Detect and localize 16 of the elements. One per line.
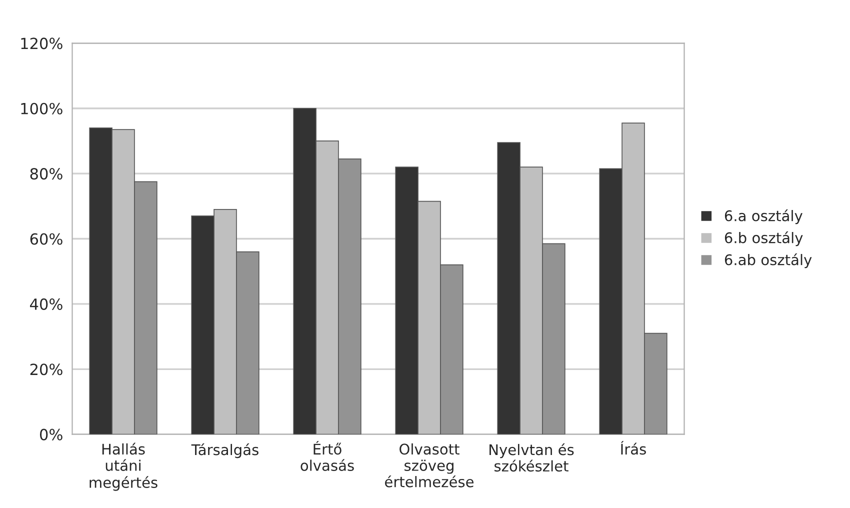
y-tick-label: 80%: [30, 168, 62, 180]
x-tick-label: Nyelvtan és szókészlet: [490, 443, 574, 472]
x-tick-label: Értő olvasás: [300, 440, 354, 471]
x-tick-label: Olvasott szöveg értelmezése: [385, 443, 474, 488]
y-tick-label: 100%: [21, 102, 62, 114]
y-tick-label: 0%: [40, 428, 62, 440]
y-tick-label: 120%: [21, 38, 62, 50]
x-tick-label: Társalgás: [191, 443, 258, 458]
x-tick-label: Hallás utáni megértés: [90, 442, 158, 491]
y-tick-label: 20%: [30, 364, 62, 376]
x-tick-label: Írás: [620, 440, 646, 455]
y-tick-label: 40%: [30, 298, 62, 310]
legend-label: 6.ab osztály: [724, 253, 812, 268]
legend-label: 6.b osztály: [724, 231, 803, 246]
y-tick-label: 60%: [30, 233, 62, 245]
legend-label: 6.a osztály: [724, 209, 802, 224]
